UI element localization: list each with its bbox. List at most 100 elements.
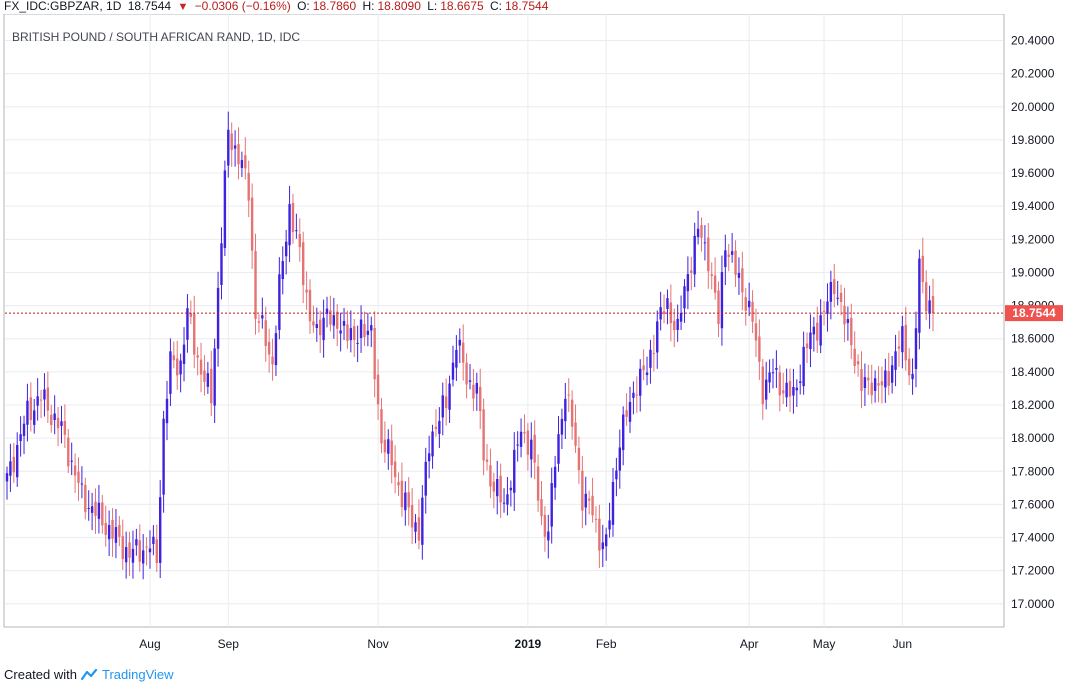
candle-body	[673, 320, 676, 331]
symbol-interval[interactable]: FX_IDC:GBPZAR, 1D	[4, 0, 122, 13]
candle-body	[914, 328, 918, 369]
candle-body	[666, 298, 669, 310]
candle-body	[220, 243, 223, 285]
candle-body	[84, 484, 87, 512]
candle-body	[138, 540, 141, 562]
candle-body	[598, 518, 601, 551]
candle-body	[339, 330, 342, 334]
candle-body	[506, 494, 509, 505]
candle-body	[819, 315, 822, 346]
candle-body	[860, 368, 863, 392]
x-tick-label: 2019	[515, 637, 542, 651]
candle-body	[734, 250, 737, 275]
candle-body	[281, 261, 284, 280]
candle-body	[373, 328, 376, 380]
close-label: C:	[489, 0, 502, 13]
candle-body	[645, 372, 649, 376]
time-axis[interactable]: Aug Sep Nov 2019 Feb Apr May Jun	[139, 637, 912, 651]
candle-body	[186, 308, 189, 340]
candle-body	[843, 305, 846, 325]
candle-body	[118, 525, 121, 537]
candle-body	[111, 520, 114, 539]
candle-body	[639, 368, 642, 396]
candle-body	[553, 466, 557, 488]
candle-body	[690, 270, 693, 273]
candle-body	[618, 447, 621, 471]
candle-body	[257, 321, 261, 323]
close-value: 18.7544	[504, 0, 549, 13]
candle-body	[97, 502, 101, 519]
candle-body	[873, 378, 877, 391]
candle-body	[543, 514, 547, 537]
candle-body	[836, 297, 839, 299]
candle-body	[380, 409, 383, 444]
candle-body	[489, 465, 492, 487]
y-tick-label: 20.4000	[1011, 34, 1055, 48]
candle-body	[363, 323, 366, 338]
candle-body	[513, 449, 516, 493]
candle-body	[135, 539, 138, 546]
candle-body	[451, 362, 455, 380]
candle-body	[458, 339, 461, 346]
candle-body	[465, 362, 468, 385]
candle-body	[107, 524, 111, 540]
candle-body	[703, 242, 707, 244]
candle-body	[812, 326, 816, 335]
price-chart[interactable]: BRITISH POUND / SOUTH AFRICAN RAND, 1D, …	[0, 14, 1076, 664]
candle-body	[792, 386, 795, 396]
price-axis[interactable]: 20.4000 20.2000 20.0000 19.8000 19.6000 19.40…	[1011, 34, 1055, 611]
candle-body	[662, 311, 666, 314]
candle-body	[199, 359, 203, 375]
candle-body	[455, 349, 458, 368]
candle-body	[574, 422, 577, 446]
candle-body	[179, 360, 182, 375]
down-arrow-icon: ▼	[177, 1, 189, 13]
candle-body	[278, 274, 281, 331]
x-tick-label: Sep	[218, 637, 240, 651]
candle-body	[254, 251, 257, 319]
candle-body	[475, 382, 479, 394]
candle-body	[659, 307, 662, 320]
candle-body	[615, 470, 618, 480]
last-price: 18.7544	[127, 0, 172, 13]
candle-body	[550, 483, 553, 527]
y-tick-label: 18.0000	[1011, 431, 1055, 445]
candle-body	[730, 251, 734, 255]
candle-body	[829, 281, 833, 302]
candle-body	[567, 394, 570, 396]
candle-body	[870, 382, 873, 396]
candle-body	[632, 392, 635, 398]
candle-body	[169, 351, 172, 394]
y-tick-label: 18.4000	[1011, 365, 1055, 379]
candle-body	[853, 348, 856, 367]
candle-body	[472, 384, 475, 399]
candle-body	[410, 505, 414, 528]
candle-body	[216, 287, 220, 349]
candle-body	[693, 235, 696, 275]
y-tick-label: 20.2000	[1011, 67, 1055, 81]
candle-body	[710, 274, 713, 276]
candle-body	[121, 536, 124, 560]
candle-body	[771, 372, 775, 374]
candle-body	[700, 225, 703, 238]
y-tick-label: 17.6000	[1011, 497, 1055, 511]
y-tick-label: 18.2000	[1011, 398, 1055, 412]
candle-body	[70, 460, 73, 462]
candle-body	[696, 228, 700, 238]
candle-body	[833, 279, 836, 295]
created-with-text: Created with	[4, 667, 77, 682]
y-tick-label: 19.8000	[1011, 133, 1055, 147]
candle-body	[390, 440, 393, 466]
candle-body	[182, 344, 186, 364]
candle-body	[56, 417, 60, 429]
candle-body	[315, 324, 319, 329]
candle-body	[863, 377, 867, 388]
candle-body	[417, 517, 421, 541]
tradingview-brand[interactable]: TradingView	[101, 667, 174, 682]
candle-body	[523, 432, 526, 434]
plot-area[interactable]	[3, 14, 1005, 628]
tradingview-logo-icon[interactable]	[80, 669, 99, 681]
symbol-legend: FX_IDC:GBPZAR, 1D 18.7544 ▼ −0.0306 (−0.…	[4, 0, 551, 14]
candle-body	[846, 319, 850, 323]
y-tick-label: 19.0000	[1011, 265, 1055, 279]
